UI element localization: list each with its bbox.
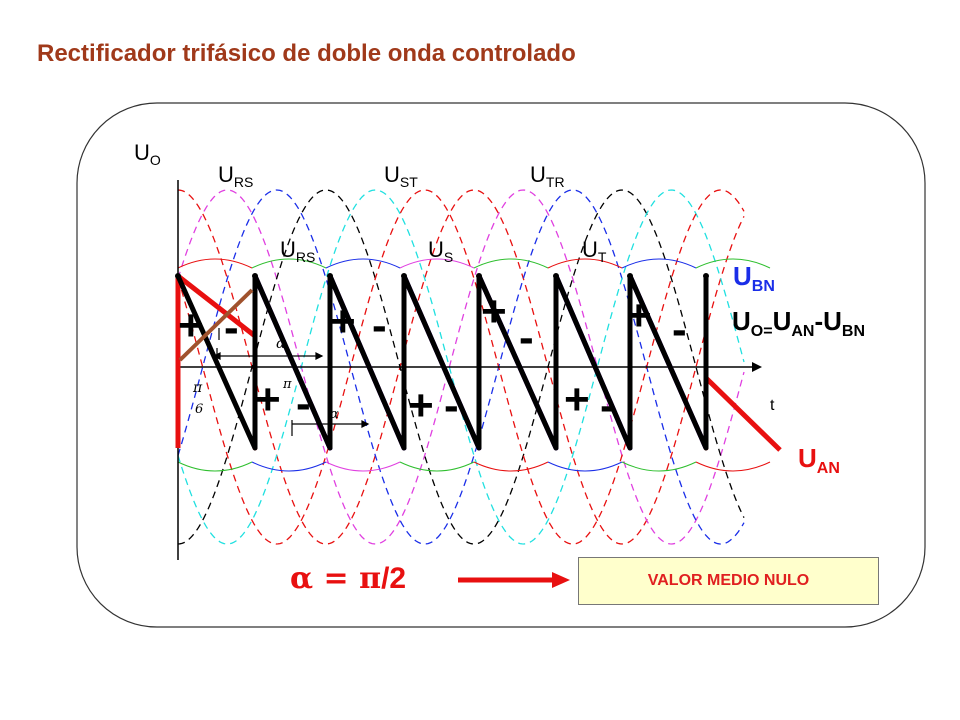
x-axis-arrow-icon (752, 362, 762, 372)
page-title: Rectificador trifásico de doble onda con… (37, 40, 576, 67)
envelope-arc (473, 461, 549, 472)
envelope-arc (399, 461, 475, 472)
plus-sign: + (255, 375, 281, 424)
envelope-arc (621, 258, 697, 269)
label-ubn: UBN (733, 261, 775, 295)
dashed-wave-magenta (177, 189, 745, 545)
pi6-bottom-label: 6 (195, 402, 203, 417)
envelope-arc (325, 461, 401, 472)
plus-sign: + (626, 291, 652, 340)
minus-sign: - (672, 305, 687, 354)
minus-sign: - (600, 381, 615, 430)
thin-arcs (177, 258, 771, 472)
label-ut-mid: UT (582, 237, 607, 265)
plus-sign: + (178, 301, 204, 350)
envelope-arc (695, 461, 771, 472)
diagram-frame (76, 102, 926, 628)
alpha-formula: α = π/2 (290, 561, 406, 596)
cross-mark (178, 288, 254, 362)
label-urs-top: URS (218, 162, 253, 190)
dashed-wave-blue (177, 189, 745, 545)
envelope-arc (251, 258, 327, 269)
envelope-arc (325, 258, 401, 269)
label-ust-top: UST (384, 162, 418, 190)
label-urs-mid: URS (280, 237, 315, 265)
label-us-mid: US (428, 237, 453, 265)
envelope-arc (251, 461, 327, 472)
minus-sign: - (519, 313, 534, 362)
envelope-arc (547, 461, 623, 472)
minus-sign: - (296, 379, 311, 428)
plus-sign: + (330, 297, 356, 346)
label-utr-top: UTR (530, 162, 565, 190)
envelope-arc (695, 258, 771, 269)
minus-sign: - (444, 381, 459, 430)
result-box: VALOR MEDIO NULO (578, 557, 879, 605)
label-uo-formula: UO=UAN-UBN (732, 306, 865, 340)
uo-waveform (175, 273, 709, 451)
arrow-head-icon (552, 572, 570, 588)
label-uan: UAN (798, 443, 840, 477)
alpha-label: α (276, 336, 286, 352)
envelope-arc (399, 258, 475, 269)
minus-sign: - (372, 301, 387, 350)
minus-sign: - (224, 303, 239, 352)
y-axis-label: UO (134, 140, 161, 168)
switching-points (175, 273, 709, 279)
polarity-signs: + - + - + - + - + - + - + - (178, 287, 687, 430)
envelope-arc (177, 461, 253, 472)
dashed-wave-red-2 (177, 189, 745, 545)
envelope-arc (177, 258, 253, 269)
envelope-arc (473, 258, 549, 269)
pi6-top-label: π (192, 380, 203, 396)
x-axis-label: t (770, 397, 775, 414)
envelope-arc (547, 258, 623, 269)
dashed-wave-red (177, 189, 745, 545)
dashed-wave-black (177, 189, 745, 545)
plus-sign: + (481, 287, 507, 336)
alpha-label-2: α (330, 407, 339, 422)
envelope-arc (621, 461, 697, 472)
plus-sign: + (564, 375, 590, 424)
plus-sign: + (408, 381, 434, 430)
pi-small-label: π (282, 377, 292, 392)
